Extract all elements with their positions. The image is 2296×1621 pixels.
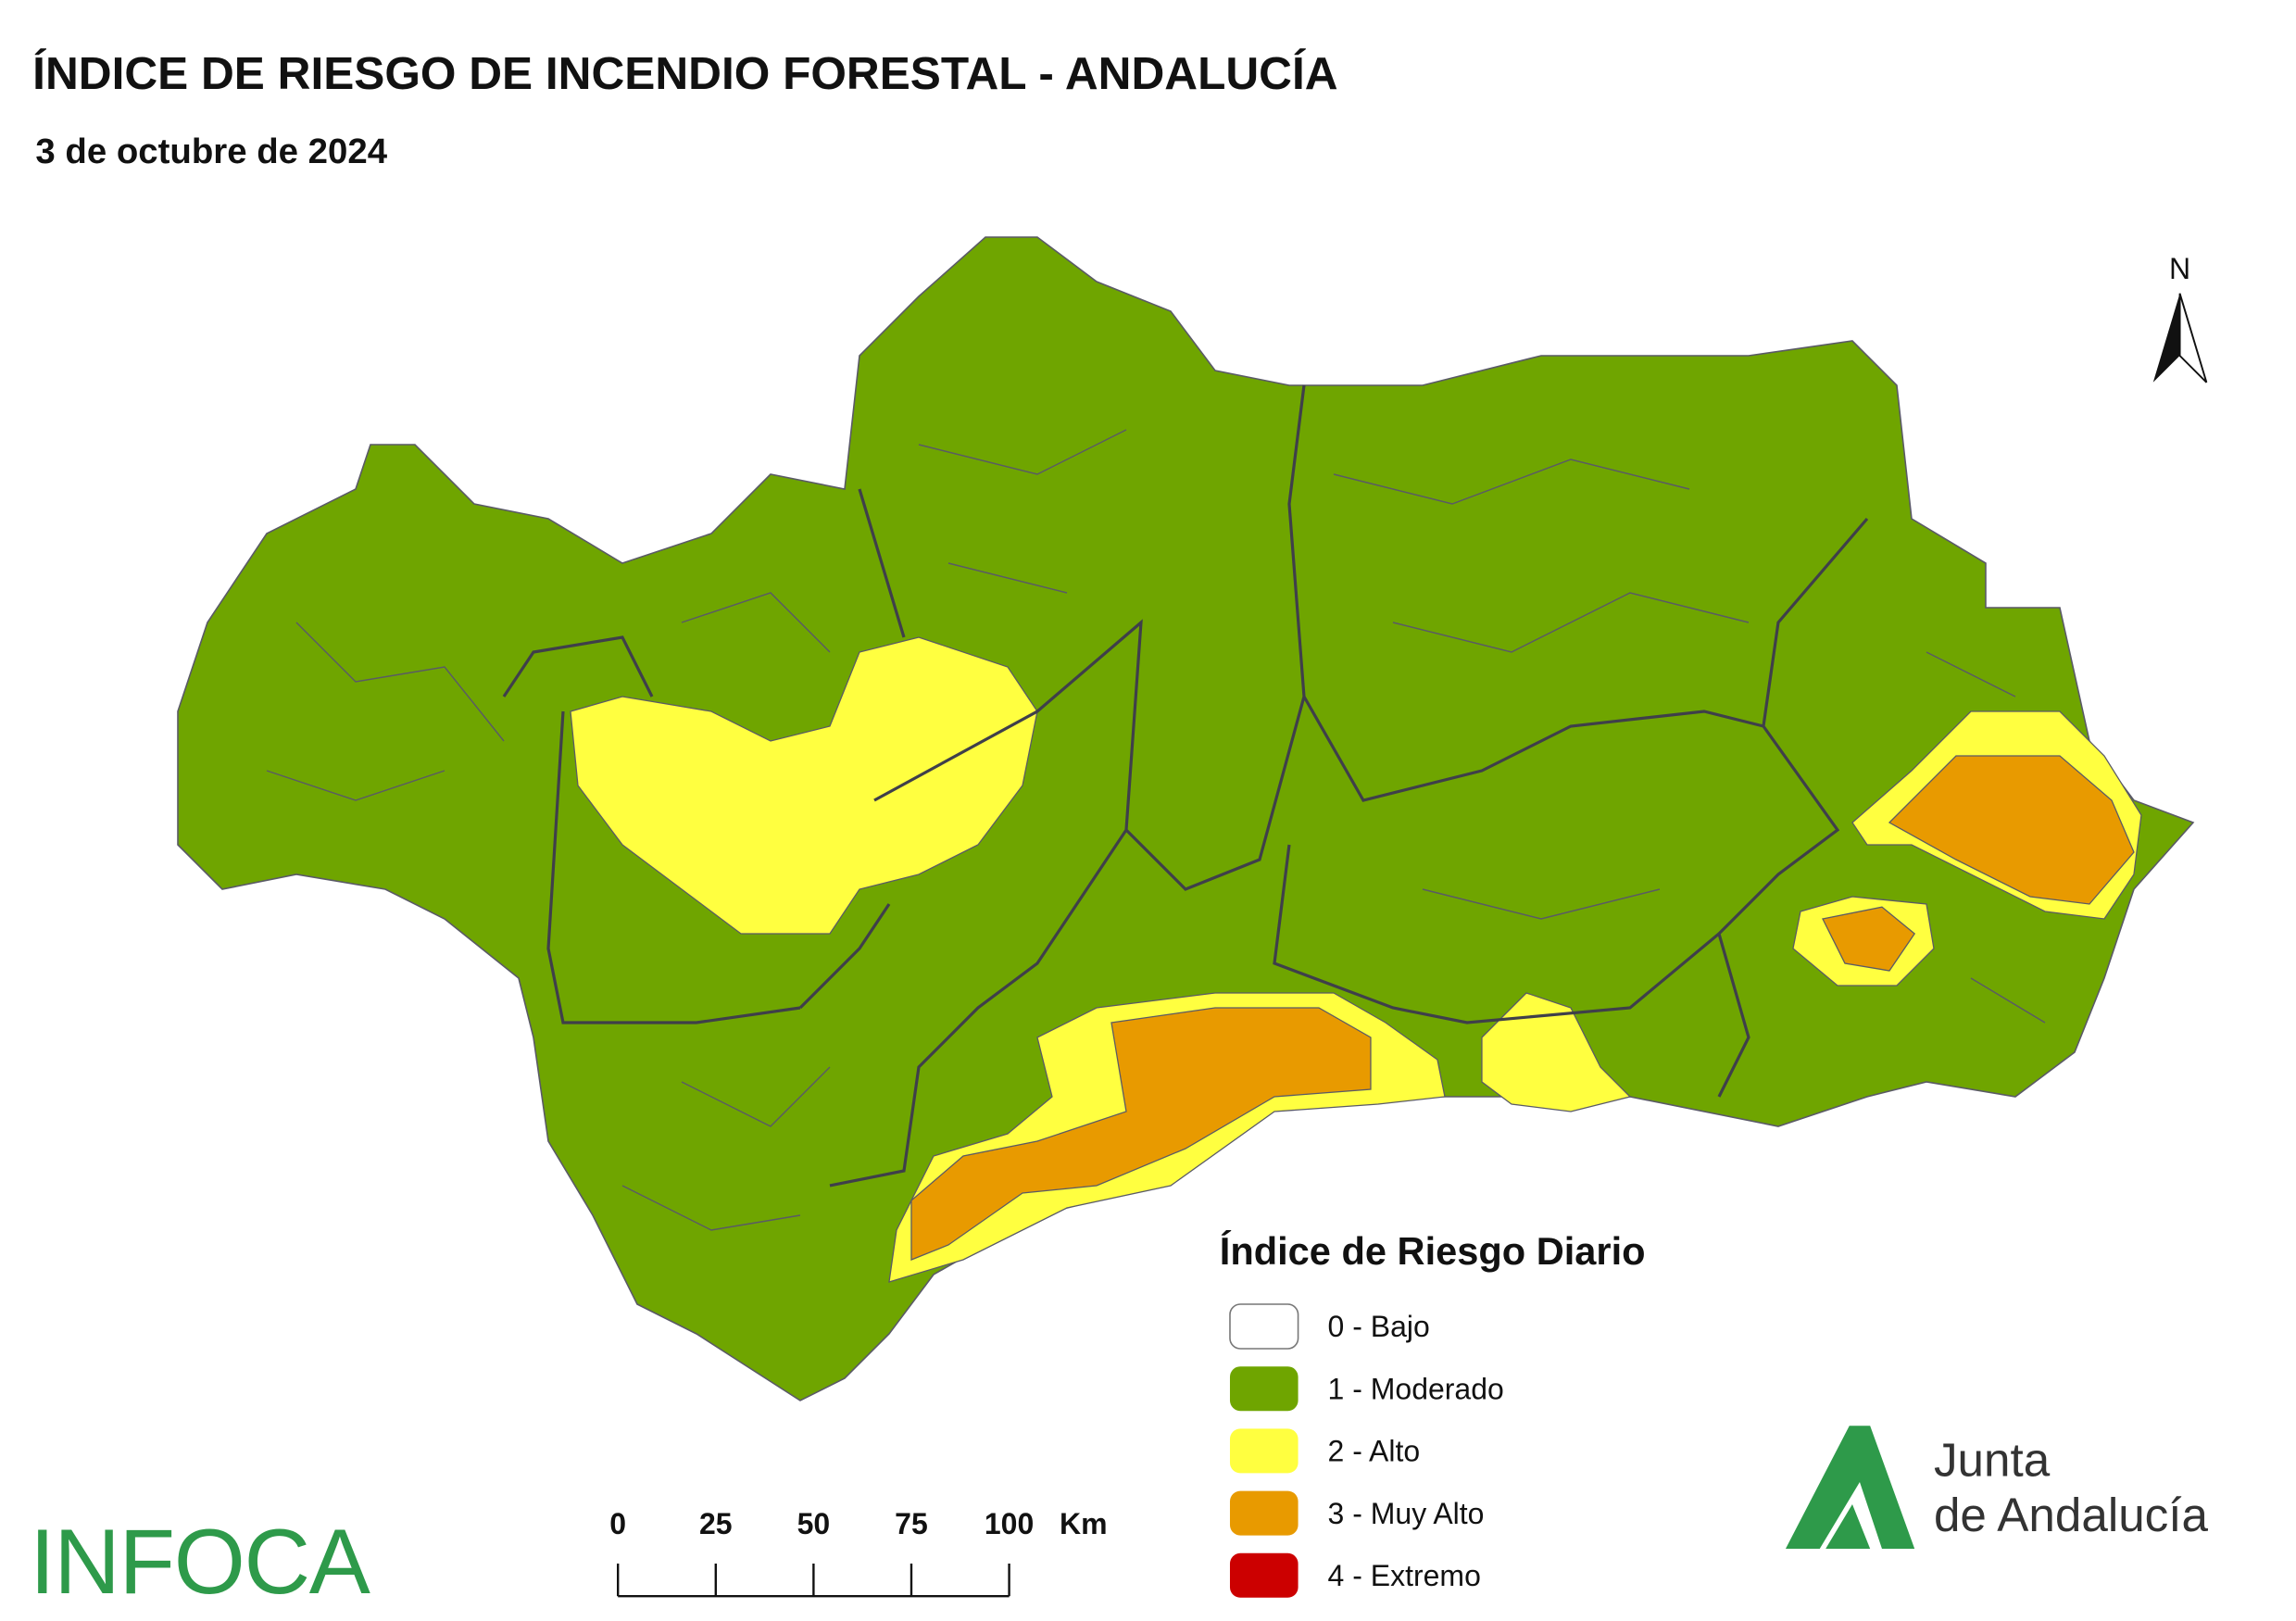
legend-label: 1 - Moderado	[1328, 1372, 1504, 1405]
north-arrow: N	[2152, 252, 2208, 383]
legend-label: 3 - Muy Alto	[1328, 1497, 1485, 1530]
province-borders	[502, 384, 1869, 1187]
municipal-borders	[266, 429, 2046, 1231]
legend-swatch	[1229, 1428, 1299, 1474]
north-arrow-left	[2152, 293, 2180, 383]
legend: Índice de Riesgo Diario 0 - Bajo 1 - Mode…	[1220, 1229, 1646, 1598]
subtitle: 3 de octubre de 2024	[35, 132, 387, 171]
legend-label: 4 - Extremo	[1328, 1559, 1481, 1592]
legend-swatch	[1229, 1303, 1299, 1350]
legend-swatch	[1229, 1366, 1299, 1412]
north-arrow-right	[2178, 293, 2208, 383]
junta-text: Junta	[1934, 1434, 2051, 1487]
legend-title: Índice de Riesgo Diario	[1220, 1229, 1646, 1273]
junta-logo: Junta de Andalucía	[1785, 1426, 2209, 1549]
region-high-granada	[1481, 992, 1632, 1112]
north-label: N	[2169, 252, 2190, 285]
scale-tick-label: 25	[699, 1507, 733, 1540]
junta-emblem-inner	[1826, 1503, 1871, 1549]
scale-tick-label: 75	[895, 1507, 928, 1540]
legend-label: 2 - Alto	[1328, 1435, 1421, 1468]
region-very-high-east	[1888, 755, 2135, 905]
scale-unit: Km	[1060, 1507, 1108, 1540]
title: ÍNDICE DE RIESGO DE INCENDIO FORESTAL - …	[32, 47, 1337, 99]
region-very-high-south	[910, 1007, 1372, 1261]
region-very-high-almeria	[1822, 906, 1916, 972]
legend-label: 0 - Bajo	[1328, 1310, 1430, 1343]
scale-bar: 0 25 50 75 100 Km	[609, 1507, 1108, 1598]
junta-emblem	[1785, 1426, 1915, 1549]
region-map	[177, 236, 2195, 1401]
scale-tick-label: 100	[985, 1507, 1034, 1540]
scale-tick-label: 50	[797, 1507, 831, 1540]
legend-swatch	[1229, 1490, 1299, 1536]
junta-text: de Andalucía	[1934, 1489, 2209, 1541]
legend-swatch	[1229, 1552, 1299, 1598]
infoca-logo: INFOCA	[30, 1511, 370, 1614]
scale-tick-label: 0	[609, 1507, 626, 1540]
region-high-west	[570, 636, 1038, 935]
